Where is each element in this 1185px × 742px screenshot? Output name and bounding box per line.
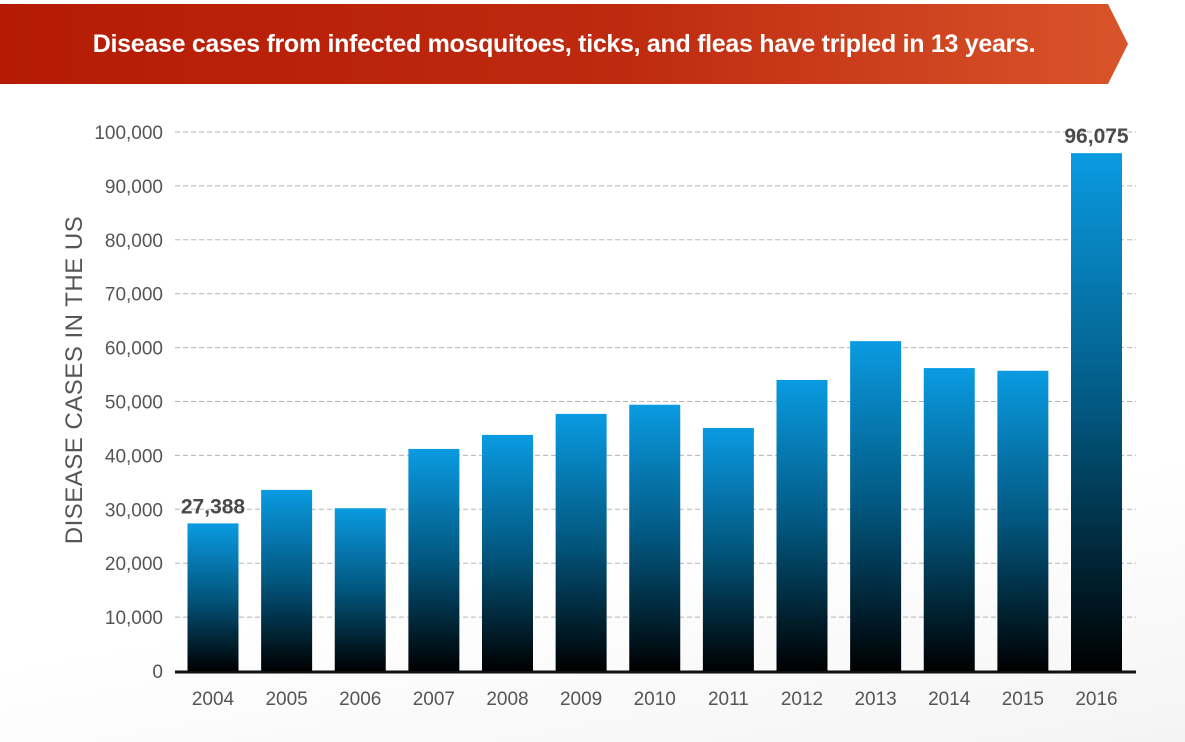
- chart-title: Disease cases from infected mosquitoes, …: [92, 30, 1036, 58]
- y-tick-label: 90,000: [105, 177, 163, 198]
- x-tick-label: 2004: [192, 689, 235, 710]
- data-label-2016: 96,075: [1064, 125, 1129, 148]
- y-tick-label: 60,000: [105, 339, 163, 360]
- x-tick-label: 2008: [486, 689, 528, 710]
- y-tick-label: 30,000: [105, 500, 163, 521]
- y-tick-label: 10,000: [105, 608, 163, 629]
- x-tick-label: 2012: [781, 689, 823, 710]
- y-tick-label: 50,000: [105, 393, 163, 414]
- bar-2016: [1071, 153, 1122, 671]
- bar-2014: [923, 368, 975, 671]
- y-tick-label: 70,000: [105, 285, 163, 306]
- bar-2005: [261, 489, 313, 671]
- bar-2007: [408, 448, 460, 671]
- bar-2011: [702, 427, 754, 671]
- bar-2009: [555, 413, 607, 671]
- bar-2008: [482, 434, 533, 671]
- x-tick-label: 2009: [560, 689, 602, 710]
- x-tick-label: 2005: [265, 689, 307, 710]
- bar-2012: [776, 379, 828, 671]
- data-label-2004: 27,388: [181, 495, 246, 518]
- x-tick-label: 2010: [634, 689, 676, 710]
- x-tick-label: 2014: [928, 689, 971, 710]
- y-tick-label: 100,000: [94, 123, 163, 144]
- y-tick-label: 40,000: [105, 446, 163, 467]
- bar-2013: [850, 341, 902, 671]
- x-tick-label: 2016: [1075, 689, 1117, 710]
- y-tick-label: 80,000: [105, 231, 163, 252]
- x-tick-label: 2013: [854, 689, 896, 710]
- bar-2004: [187, 523, 239, 671]
- bar-2010: [629, 404, 681, 671]
- bar-2015: [997, 370, 1049, 671]
- bar-2006: [334, 508, 386, 671]
- title-banner: [0, 4, 1128, 84]
- x-tick-label: 2007: [413, 689, 455, 710]
- x-tick-label: 2006: [339, 689, 381, 710]
- y-tick-label: 0: [152, 662, 163, 683]
- x-tick-label: 2011: [708, 689, 749, 710]
- y-tick-label: 20,000: [105, 554, 163, 575]
- x-tick-label: 2015: [1002, 689, 1044, 710]
